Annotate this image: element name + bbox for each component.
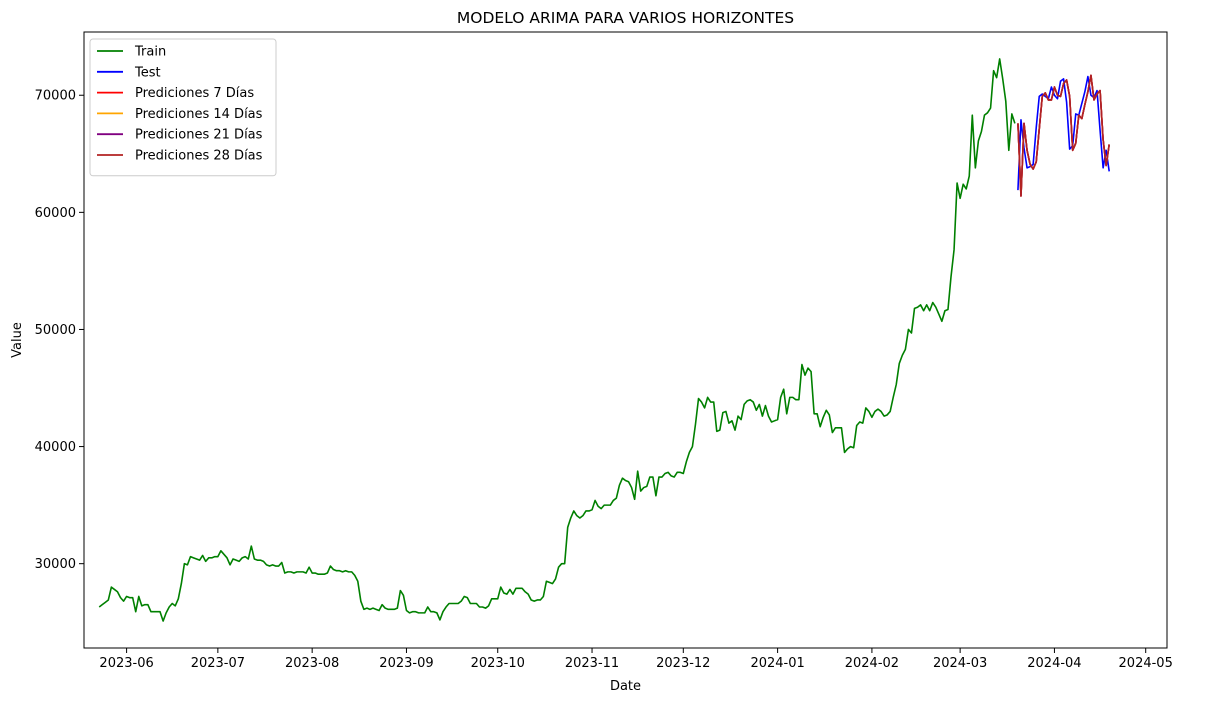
y-tick-label: 30000 <box>35 557 76 572</box>
plot-area: 2023-06 2023-07 2023-08 2023-09 2023-10 2023-… <box>35 31 1173 671</box>
legend-label-5: Prediciones 28 Días <box>135 149 263 164</box>
x-tick-label: 2024-03 <box>933 656 987 671</box>
chart-title: MODELO ARIMA PARA VARIOS HORIZONTES <box>457 9 794 27</box>
legend-box <box>89 38 277 177</box>
x-axis-label: Date <box>610 679 641 694</box>
y-tick-label: 50000 <box>35 323 76 338</box>
y-axis: 30000 40000 50000 60000 70000 <box>35 89 84 572</box>
series-line-5 <box>1017 74 1110 197</box>
x-tick-label: 2023-06 <box>99 656 153 671</box>
x-tick-label: 2023-09 <box>379 656 433 671</box>
legend-label-2: Prediciones 7 Días <box>135 86 254 101</box>
x-tick-label: 2023-12 <box>656 656 710 671</box>
x-tick-label: 2024-04 <box>1027 656 1081 671</box>
legend: Train Test Prediciones 7 Días Prediciones 1… <box>89 38 277 177</box>
x-tick-label: 2024-05 <box>1119 656 1173 671</box>
legend-label-3: Prediciones 14 Días <box>135 107 263 122</box>
x-tick-label: 2024-02 <box>845 656 899 671</box>
x-tick-label: 2024-01 <box>750 656 804 671</box>
x-tick-label: 2023-07 <box>191 656 245 671</box>
x-tick-label: 2023-08 <box>285 656 339 671</box>
y-tick-label: 70000 <box>35 89 76 104</box>
series-line-0 <box>98 58 1016 622</box>
x-axis: 2023-06 2023-07 2023-08 2023-09 2023-10 2023-… <box>99 648 1173 671</box>
y-axis-label: Value <box>10 322 25 358</box>
legend-label-0: Train <box>134 45 166 60</box>
y-tick-label: 60000 <box>35 206 76 221</box>
legend-label-1: Test <box>134 65 161 80</box>
x-tick-label: 2023-11 <box>565 656 619 671</box>
x-tick-label: 2023-10 <box>471 656 525 671</box>
axes-frame <box>83 31 1168 649</box>
legend-label-4: Prediciones 21 Días <box>135 128 263 143</box>
y-tick-label: 40000 <box>35 440 76 455</box>
series-layer <box>98 58 1110 622</box>
